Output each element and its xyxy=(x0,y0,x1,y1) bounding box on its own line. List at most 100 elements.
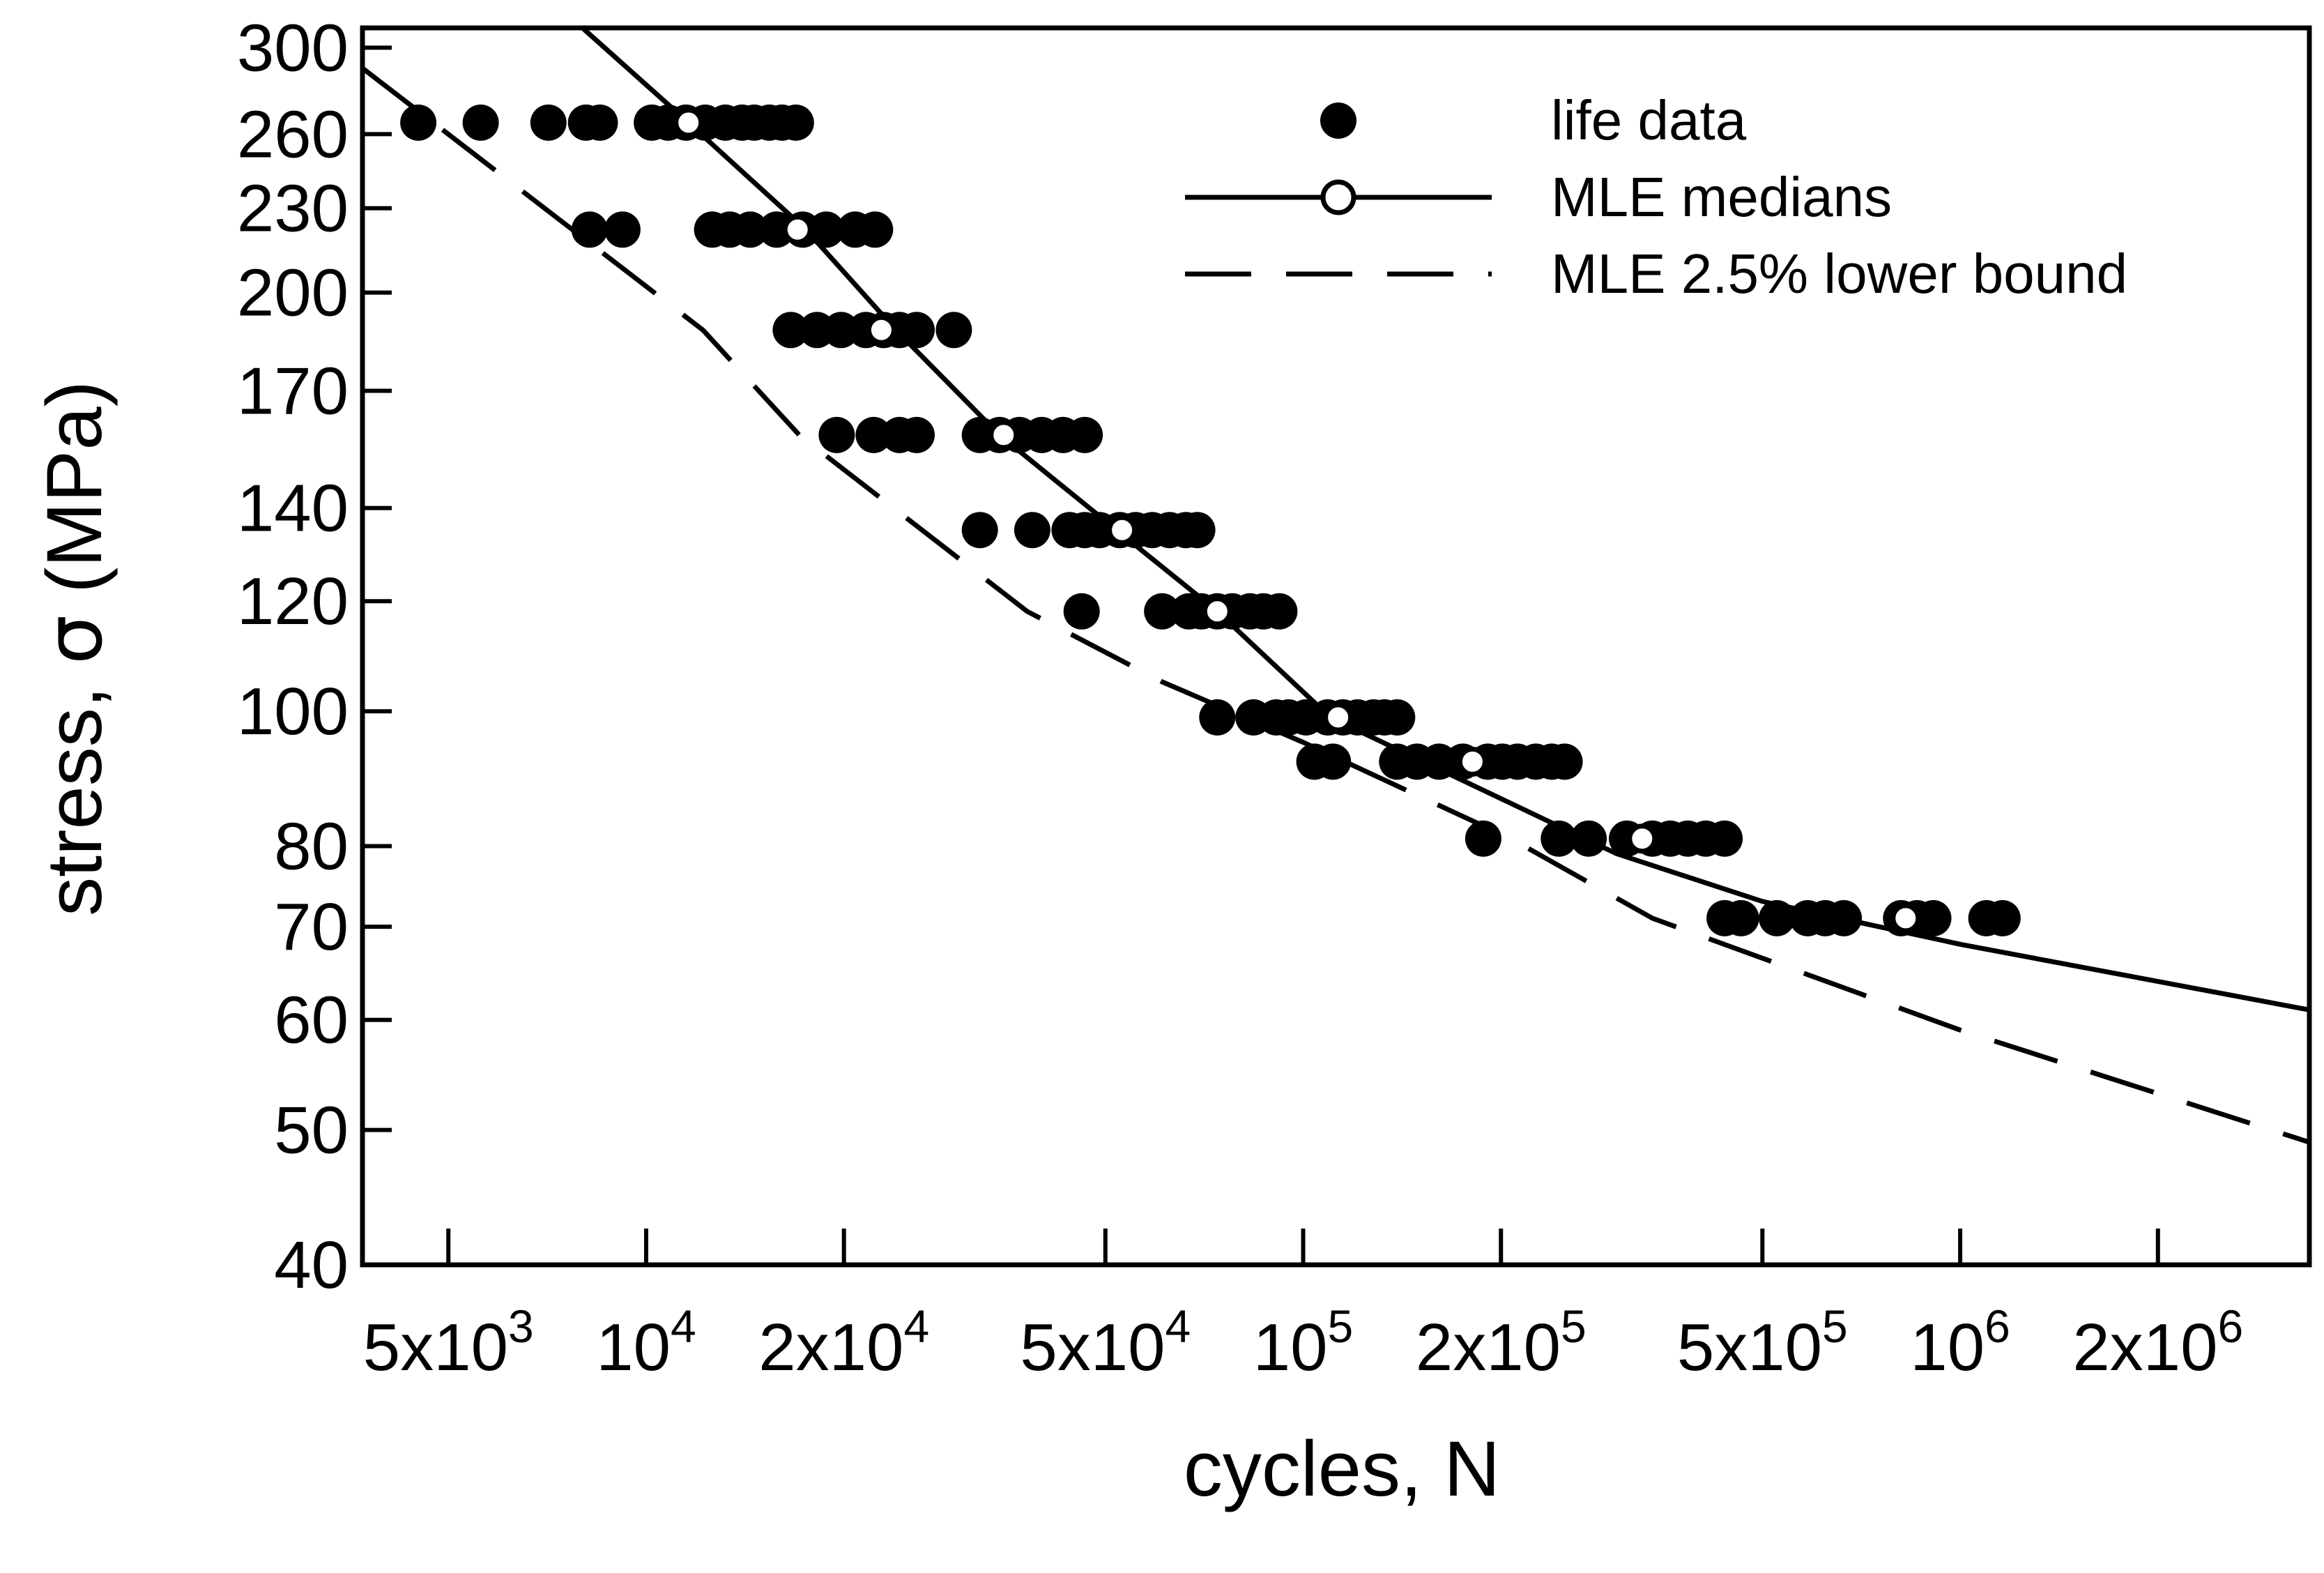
x-tick-mantissa: 5x10 xyxy=(363,1310,508,1385)
x-tick-mantissa: 2x10 xyxy=(1416,1310,1561,1385)
life-data-point xyxy=(1199,699,1236,736)
median-marker xyxy=(1323,702,1354,733)
legend: life data MLE medians MLE 2.5% lower bou… xyxy=(1185,89,2127,305)
life-data-point xyxy=(1759,899,1796,936)
y-tick-label: 230 xyxy=(237,172,349,246)
y-tick-label: 300 xyxy=(237,10,349,85)
life-data-point xyxy=(1984,899,2021,936)
life-data-point xyxy=(1315,743,1352,780)
life-data-point xyxy=(530,104,567,141)
lower-bound-line xyxy=(362,66,2309,1145)
y-tick-label: 140 xyxy=(237,471,349,546)
life-data-point xyxy=(571,211,608,248)
life-data-point xyxy=(1261,593,1298,630)
y-tick-label: 40 xyxy=(274,1228,349,1302)
life-data-point xyxy=(1706,820,1743,857)
x-tick-mantissa: 10 xyxy=(1910,1310,1985,1385)
life-data-point xyxy=(823,312,859,349)
x-tick-mantissa: 5x10 xyxy=(1020,1310,1165,1385)
life-data-point xyxy=(1379,699,1416,736)
life-data-point xyxy=(1546,743,1583,780)
y-axis-title: stress, σ (MPa) xyxy=(29,381,120,916)
life-data-point xyxy=(899,416,935,453)
y-tick-label: 260 xyxy=(237,97,349,172)
plot-frame xyxy=(360,25,2312,1268)
legend-label-lower-bound: MLE 2.5% lower bound xyxy=(1551,243,2127,305)
y-tick-label: 80 xyxy=(274,809,349,883)
x-tick-exponent: 4 xyxy=(903,1300,929,1352)
series-layer xyxy=(362,28,2309,1145)
x-tick-mantissa: 10 xyxy=(1253,1310,1328,1385)
life-data-point xyxy=(1826,899,1863,936)
median-marker xyxy=(1890,903,1921,934)
x-tick-mantissa: 2x10 xyxy=(758,1310,903,1385)
legend-life-data-marker xyxy=(1320,102,1356,139)
y-tick-label: 70 xyxy=(274,890,349,964)
life-data-point xyxy=(1722,899,1759,936)
y-tick-label: 120 xyxy=(237,564,349,639)
life-data-point xyxy=(1570,820,1607,857)
life-data-point xyxy=(808,211,845,248)
x-tick-exponent: 4 xyxy=(671,1300,696,1352)
life-data-point xyxy=(1063,593,1100,630)
x-tick-exponent: 6 xyxy=(1985,1300,2010,1352)
x-tick-label: 5x104 xyxy=(1020,1300,1191,1385)
life-data-point xyxy=(1465,820,1501,857)
y-axis-title-symbol: σ xyxy=(29,615,120,664)
x-tick-label: 5x103 xyxy=(363,1300,534,1385)
life-data-point xyxy=(1541,820,1577,857)
life-data-point xyxy=(732,211,769,248)
median-marker xyxy=(866,314,896,345)
y-tick-label: 50 xyxy=(274,1093,349,1168)
life-data-point xyxy=(818,416,855,453)
median-marker xyxy=(988,420,1019,450)
x-tick-exponent: 3 xyxy=(508,1300,534,1352)
x-tick-mantissa: 5x10 xyxy=(1677,1310,1822,1385)
x-tick-mantissa: 10 xyxy=(596,1310,671,1385)
life-data-point xyxy=(604,211,641,248)
y-tick-label: 170 xyxy=(237,354,349,428)
median-marker xyxy=(1107,515,1138,545)
x-tick-label: 104 xyxy=(596,1300,696,1385)
life-data-point xyxy=(772,312,809,349)
median-marker xyxy=(1457,746,1488,777)
x-tick-label: 2x105 xyxy=(1416,1300,1587,1385)
y-axis-title-suffix: (MPa) xyxy=(31,381,118,615)
life-data-point xyxy=(1014,512,1050,549)
x-tick-exponent: 4 xyxy=(1165,1300,1191,1352)
life-data-point xyxy=(935,312,972,349)
life-data-point xyxy=(1144,593,1181,630)
x-tick-label: 2x104 xyxy=(758,1300,929,1385)
x-axis-title: cycles, N xyxy=(1184,1425,1500,1512)
life-data-point xyxy=(857,211,894,248)
x-tick-exponent: 5 xyxy=(1328,1300,1354,1352)
x-tick-mantissa: 2x10 xyxy=(2072,1310,2217,1385)
life-data-point xyxy=(961,512,998,549)
legend-label-life-data: life data xyxy=(1551,89,1747,151)
median-marker xyxy=(673,107,704,138)
median-line xyxy=(579,28,2309,1012)
life-data-point xyxy=(855,416,892,453)
x-tick-exponent: 5 xyxy=(1561,1300,1587,1352)
life-data-point xyxy=(462,104,499,141)
life-data-point xyxy=(899,312,935,349)
x-tick-label: 105 xyxy=(1253,1300,1354,1385)
life-data-point xyxy=(1179,512,1216,549)
x-tick-exponent: 5 xyxy=(1822,1300,1848,1352)
axis-ticks xyxy=(362,45,2160,1267)
x-tick-label: 106 xyxy=(1910,1300,2010,1385)
legend-label-mle-medians: MLE medians xyxy=(1551,166,1892,228)
x-tick-label: 5x105 xyxy=(1677,1300,1848,1385)
median-marker xyxy=(1202,596,1232,627)
life-data-point xyxy=(1067,416,1103,453)
median-marker xyxy=(782,214,813,245)
life-data-point xyxy=(581,104,618,141)
y-tick-label: 100 xyxy=(237,674,349,749)
life-data-point xyxy=(777,104,814,141)
life-data-point xyxy=(1915,899,1952,936)
legend-mle-medians-marker xyxy=(1320,179,1356,215)
x-tick-exponent: 6 xyxy=(2218,1300,2244,1352)
median-marker xyxy=(1627,823,1658,854)
y-tick-label: 60 xyxy=(274,983,349,1058)
